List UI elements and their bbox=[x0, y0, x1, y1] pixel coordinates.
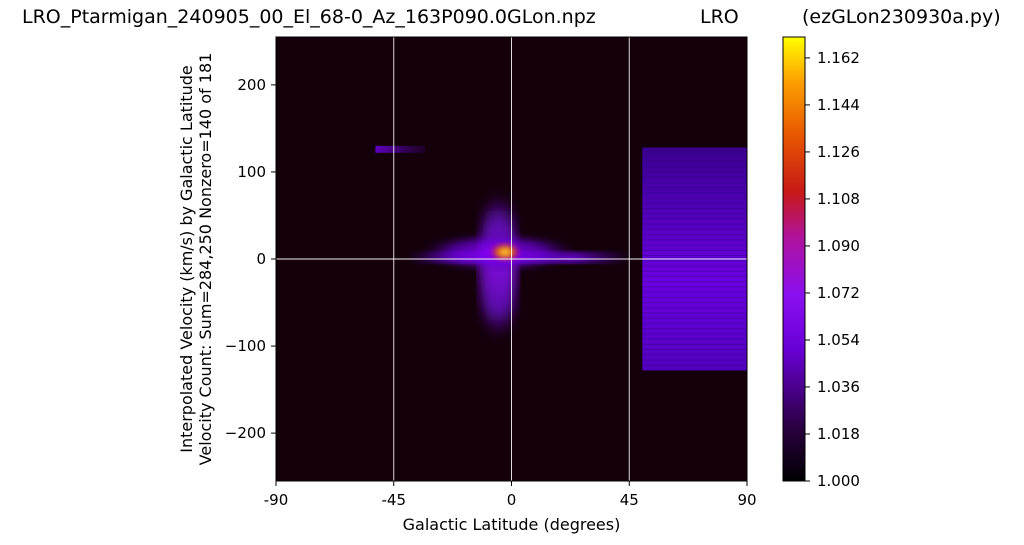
x-tick-label: -90 bbox=[264, 491, 289, 509]
program-label: (ezGLon230930a.py) bbox=[802, 6, 1001, 28]
colorbar-tick-label: 1.018 bbox=[817, 425, 860, 443]
colorbar-tick-label: 1.162 bbox=[817, 49, 860, 67]
reference-lines bbox=[276, 37, 747, 481]
colorbar-tick-label: 1.000 bbox=[817, 472, 860, 490]
y-tick-label: 100 bbox=[237, 163, 266, 181]
file-title: LRO_Ptarmigan_240905_00_El_68-0_Az_163P0… bbox=[22, 6, 596, 28]
colorbar-ticks: 1.000 1.018 1.036 1.054 1.072 1.090 1.108 1.126… bbox=[805, 49, 860, 490]
colorbar-tick-label: 1.054 bbox=[817, 331, 860, 349]
heat-region-upper-streak bbox=[375, 145, 426, 153]
colorbar-tick-label: 1.090 bbox=[817, 237, 860, 255]
y-axis-label-line2: Velocity Count: Sum=284,250 Nonzero=140 … bbox=[196, 53, 215, 466]
heat-region-core bbox=[490, 243, 520, 261]
y-tick-label: 0 bbox=[256, 250, 266, 268]
x-tick-label: -45 bbox=[382, 491, 407, 509]
y-axis: −200 −100 0 100 200 bbox=[225, 76, 276, 442]
x-axis-label: Galactic Latitude (degrees) bbox=[403, 515, 621, 534]
station-label: LRO bbox=[700, 6, 739, 28]
y-tick-label: −100 bbox=[225, 337, 266, 355]
colorbar-tick-label: 1.144 bbox=[817, 96, 860, 114]
colorbar-tick-label: 1.036 bbox=[817, 378, 860, 396]
x-tick-label: 45 bbox=[620, 491, 639, 509]
colorbar-tick-label: 1.108 bbox=[817, 190, 860, 208]
x-tick-label: 0 bbox=[507, 491, 517, 509]
colorbar bbox=[782, 36, 806, 482]
colorbar-tick-label: 1.126 bbox=[817, 143, 860, 161]
y-tick-label: −200 bbox=[225, 424, 266, 442]
x-axis: -90 -45 0 45 90 bbox=[264, 481, 757, 509]
x-tick-label: 90 bbox=[737, 491, 756, 509]
y-axis-label-line1: Interpolated Velocity (km/s) by Galactic… bbox=[177, 65, 196, 453]
colorbar-tick-label: 1.072 bbox=[817, 284, 860, 302]
y-tick-label: 200 bbox=[237, 76, 266, 94]
